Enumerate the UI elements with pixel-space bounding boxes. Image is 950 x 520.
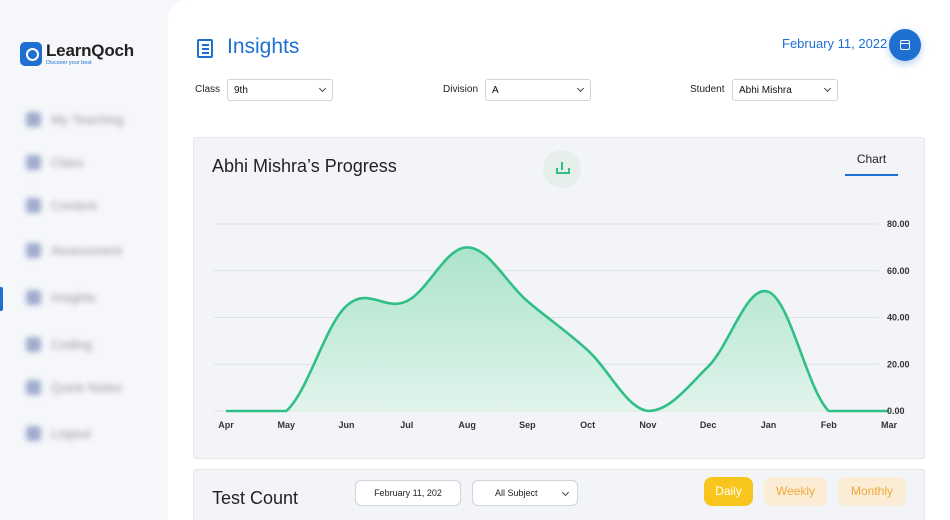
sidebar-item-content[interactable]: Content (26, 198, 97, 213)
progress-area (226, 247, 889, 411)
sidebar-item-label: Coding (51, 337, 93, 352)
brand-logo[interactable]: LearnQoch Discover your best (20, 42, 134, 67)
sidebar-item-label: Insights (51, 290, 96, 305)
x-tick-label: Apr (218, 420, 234, 430)
calendar-button[interactable] (889, 29, 921, 61)
book-icon (26, 112, 41, 127)
sidebar-item-insights[interactable]: Insights (26, 290, 96, 305)
sidebar-item-coding[interactable]: Coding (26, 337, 92, 352)
weekly-button[interactable]: Weekly (764, 477, 827, 506)
test-count-title: Test Count (212, 488, 299, 508)
clipboard-icon (26, 243, 41, 258)
x-tick-label: Oct (580, 420, 595, 430)
monthly-button[interactable]: Monthly (838, 477, 906, 506)
logo-icon (20, 42, 42, 67)
daily-button[interactable]: Daily (704, 477, 753, 506)
download-button[interactable] (543, 150, 581, 188)
sidebar-item-label: Logout (51, 426, 91, 441)
x-tick-label: Dec (700, 420, 717, 430)
progress-line (226, 246, 889, 413)
sidebar-item-my-teaching[interactable]: My Teaching (26, 112, 124, 127)
brand-name: LearnQoch (46, 41, 134, 60)
sidebar-item-class[interactable]: Class (26, 155, 84, 170)
y-tick-label: 60.00 (887, 266, 910, 276)
main-panel: Insights February 11, 2022 Class 9th Div… (168, 0, 950, 520)
download-icon (556, 162, 570, 174)
test-date-picker[interactable]: February 11, 202 (355, 480, 461, 506)
class-label: Class (195, 84, 221, 95)
sidebar-item-logout[interactable]: Logout (26, 426, 91, 441)
insights-icon (197, 39, 213, 58)
sidebar-item-quick-notes[interactable]: Quick Notes (26, 380, 122, 395)
y-tick-label: 80.00 (887, 219, 910, 229)
y-tick-label: 20.00 (887, 359, 910, 369)
division-select[interactable]: A (485, 79, 591, 101)
x-tick-label: Aug (458, 420, 476, 430)
x-tick-label: Feb (821, 420, 838, 430)
tab-chart[interactable]: Chart (845, 152, 898, 176)
student-select[interactable]: Abhi Mishra (732, 79, 838, 101)
class-icon (26, 155, 41, 170)
test-count-card: Test Count February 11, 202 All Subject … (193, 469, 925, 520)
x-tick-label: May (278, 420, 296, 430)
sidebar: LearnQoch Discover your best My Teaching… (0, 0, 168, 520)
note-icon (26, 380, 41, 395)
sidebar-item-assessment[interactable]: Assessment (26, 243, 122, 258)
x-tick-label: Nov (639, 420, 656, 430)
progress-chart: Apr May Jun Jul Aug Sep Oct Nov Dec Jan Feb Mar 0.0… (214, 219, 910, 430)
x-tick-label: Sep (519, 420, 536, 430)
active-indicator (0, 287, 3, 311)
logout-icon (26, 426, 41, 441)
x-tick-label: Mar (881, 420, 898, 430)
calendar-icon (900, 40, 910, 50)
subject-select[interactable]: All Subject (472, 480, 578, 506)
y-tick-label: 0.00 (887, 406, 905, 416)
brand-tagline: Discover your best (46, 60, 92, 66)
progress-title: Abhi Mishra’s Progress (212, 156, 397, 176)
code-icon (26, 337, 41, 352)
insights-icon (26, 290, 41, 305)
division-label: Division (443, 84, 479, 95)
class-select[interactable]: 9th (227, 79, 333, 101)
content-icon (26, 198, 41, 213)
x-tick-label: Jan (761, 420, 777, 430)
x-tick-label: Jun (339, 420, 355, 430)
page-title: Insights (227, 35, 300, 58)
student-label: Student (690, 84, 725, 95)
current-date: February 11, 2022 (782, 36, 888, 51)
sidebar-item-label: My Teaching (51, 112, 124, 127)
sidebar-item-label: Quick Notes (51, 380, 122, 395)
x-tick-label: Jul (400, 420, 413, 430)
sidebar-item-label: Content (51, 198, 97, 213)
progress-card: Abhi Mishra’s Progress Chart Apr May Jun Ju… (193, 137, 925, 459)
sidebar-item-label: Assessment (51, 243, 122, 258)
sidebar-item-label: Class (51, 155, 84, 170)
y-tick-label: 40.00 (887, 313, 910, 323)
